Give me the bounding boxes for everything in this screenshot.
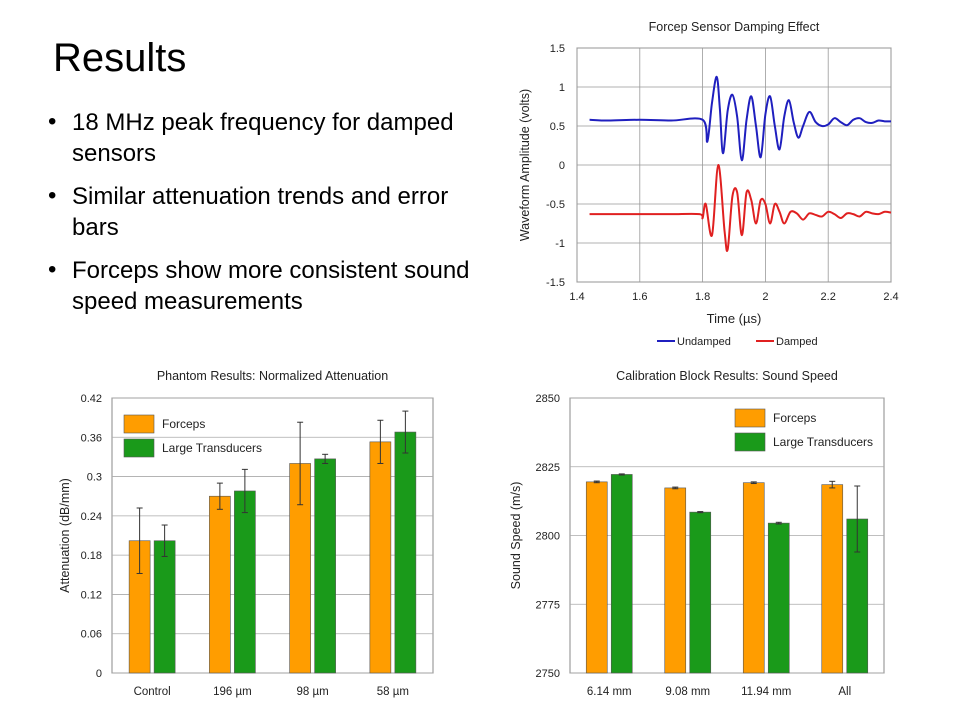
series-line-undamped bbox=[589, 75, 892, 162]
bar-forceps bbox=[585, 481, 608, 674]
bullet-item: Forceps show more consistent sound speed… bbox=[44, 254, 484, 317]
legend-label: Large Transducers bbox=[162, 441, 262, 455]
sound-speed-bar-chart: Calibration Block Results: Sound Speed 28… bbox=[509, 369, 885, 698]
legend-swatch bbox=[734, 408, 766, 428]
series-line-damped bbox=[589, 163, 892, 252]
chart-title: Phantom Results: Normalized Attenuation bbox=[157, 369, 388, 383]
x-tick-label: 1.6 bbox=[632, 291, 647, 303]
y-tick-label: -1.5 bbox=[546, 277, 565, 289]
bar-large-transducers bbox=[767, 522, 790, 674]
slide-title: Results bbox=[53, 36, 187, 80]
y-tick-label: -1 bbox=[555, 238, 565, 250]
bullet-item: 18 MHz peak frequency for damped sensors bbox=[44, 106, 484, 169]
x-tick-label: 58 µm bbox=[377, 686, 409, 698]
waveform-line-chart: Forcep Sensor Damping Effect 1.4 1.6 1.8 2 2.… bbox=[518, 20, 899, 348]
y-tick-label: 0.5 bbox=[550, 121, 565, 133]
y-tick-label: 2750 bbox=[536, 668, 560, 680]
x-tick-label: 9.08 mm bbox=[665, 686, 710, 698]
x-tick-label: 2 bbox=[762, 291, 768, 303]
y-tick-label: 0.3 bbox=[87, 472, 102, 484]
legend-label: Large Transducers bbox=[773, 435, 873, 449]
legend-swatch bbox=[734, 432, 766, 452]
x-tick-label: Control bbox=[134, 686, 171, 698]
x-tick-label: 2.4 bbox=[883, 291, 898, 303]
y-tick-label: 0.42 bbox=[81, 393, 102, 405]
y-tick-label: 2825 bbox=[536, 462, 560, 474]
bullet-list: 18 MHz peak frequency for damped sensors… bbox=[44, 106, 484, 329]
y-tick-label: 1 bbox=[559, 82, 565, 94]
bar-large-transducers bbox=[153, 540, 176, 674]
legend-swatch bbox=[123, 414, 155, 434]
x-tick-label: 1.4 bbox=[569, 291, 584, 303]
legend-label: Forceps bbox=[773, 411, 816, 425]
bar-forceps bbox=[664, 487, 687, 674]
y-tick-label: 1.5 bbox=[550, 43, 565, 55]
x-tick-label: 11.94 mm bbox=[741, 686, 791, 698]
attenuation-bar-chart: Phantom Results: Normalized Attenuation 0… bbox=[58, 369, 434, 698]
y-axis-label: Sound Speed (m/s) bbox=[509, 482, 523, 590]
y-tick-label: 0.18 bbox=[81, 550, 102, 562]
chart-title: Forcep Sensor Damping Effect bbox=[649, 20, 820, 34]
bullet-item: Similar attenuation trends and error bar… bbox=[44, 180, 484, 243]
bar-forceps bbox=[821, 484, 844, 674]
y-tick-label: 2850 bbox=[536, 393, 560, 405]
bar-forceps bbox=[369, 441, 392, 674]
legend-label: Forceps bbox=[162, 417, 205, 431]
bar-forceps bbox=[742, 482, 765, 674]
y-tick-label: 0.24 bbox=[81, 511, 102, 523]
x-tick-label: 6.14 mm bbox=[587, 686, 632, 698]
x-tick-label: 2.2 bbox=[821, 291, 836, 303]
legend-swatch bbox=[123, 438, 155, 458]
bar-large-transducers bbox=[394, 431, 417, 674]
bar-large-transducers bbox=[234, 490, 256, 674]
y-tick-label: -0.5 bbox=[546, 199, 565, 211]
legend-label: Damped bbox=[776, 336, 818, 348]
legend-label: Undamped bbox=[677, 336, 731, 348]
bar-large-transducers bbox=[689, 511, 712, 674]
x-tick-label: 196 µm bbox=[213, 686, 252, 698]
bar-forceps bbox=[209, 495, 231, 674]
y-tick-label: 0.06 bbox=[81, 629, 102, 641]
y-tick-label: 0 bbox=[559, 160, 565, 172]
y-tick-label: 0 bbox=[96, 668, 102, 680]
x-tick-label: 98 µm bbox=[297, 686, 329, 698]
y-axis-label: Attenuation (dB/mm) bbox=[58, 478, 72, 593]
x-tick-label: 1.8 bbox=[695, 291, 710, 303]
x-axis-label: Time (µs) bbox=[707, 311, 762, 326]
bar-large-transducers bbox=[610, 474, 633, 674]
y-axis-label: Waveform Amplitude (volts) bbox=[518, 89, 532, 241]
y-tick-label: 0.36 bbox=[81, 432, 102, 444]
y-tick-label: 2800 bbox=[536, 531, 560, 543]
y-tick-label: 0.12 bbox=[81, 589, 102, 601]
x-tick-label: All bbox=[838, 686, 851, 698]
y-tick-label: 2775 bbox=[536, 599, 560, 611]
bar-large-transducers bbox=[314, 458, 336, 674]
chart-title: Calibration Block Results: Sound Speed bbox=[616, 369, 838, 383]
